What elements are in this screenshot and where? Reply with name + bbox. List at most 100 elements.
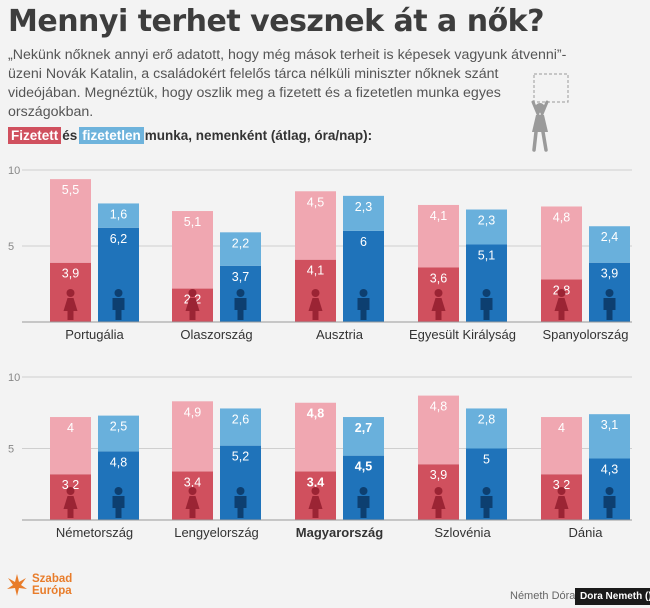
bar-men-unpaid: [466, 408, 507, 449]
data-label: 2,6: [232, 412, 249, 426]
data-label: 2,3: [355, 200, 372, 214]
man-icon: [357, 289, 370, 320]
woman-icon: [431, 487, 446, 518]
data-label: 3,9: [601, 267, 618, 281]
legend-paid: Fizetett: [8, 127, 62, 144]
bar-men-unpaid: [220, 232, 261, 266]
data-label: 3,2: [62, 478, 79, 492]
data-label: 6: [360, 235, 367, 249]
data-label: 2,5: [110, 420, 127, 434]
woman-icon: [185, 487, 200, 518]
data-label: 4,9: [184, 405, 201, 419]
category-label: Spanyolország: [543, 327, 629, 342]
y-tick-label: 10: [8, 372, 20, 384]
data-label: 4,1: [307, 264, 324, 278]
bar-women-unpaid: [295, 402, 336, 472]
bar-women-unpaid: [541, 206, 582, 280]
bar-men-unpaid: [343, 417, 384, 456]
logo-mark-icon: [7, 574, 27, 596]
bar-men-unpaid: [98, 415, 139, 452]
data-label: 4,5: [307, 195, 324, 209]
category-label: Lengyelország: [174, 525, 259, 540]
category-label: Portugália: [65, 327, 124, 342]
data-label: 5,1: [478, 248, 495, 262]
man-icon: [357, 487, 370, 518]
woman-icon: [63, 487, 78, 518]
man-icon: [112, 289, 125, 320]
bar-women-unpaid: [50, 417, 91, 475]
data-label: 2,2: [232, 236, 249, 250]
legend-rest: munka, nemenként (átlag, óra/nap):: [144, 128, 373, 143]
page-title: Mennyi terhet vesznek át a nők?: [8, 4, 545, 39]
data-label: 4,8: [430, 400, 447, 414]
category-label: Egyesült Királyság: [409, 327, 516, 342]
man-icon: [603, 487, 616, 518]
data-label: 3,9: [62, 267, 79, 281]
legend-and: és: [62, 128, 78, 143]
category-label: Magyarország: [296, 525, 383, 540]
man-icon: [480, 487, 493, 518]
woman-icon: [308, 487, 323, 518]
bar-women-unpaid: [541, 417, 582, 475]
data-label: 5,5: [62, 183, 79, 197]
data-label: 3,2: [553, 478, 570, 492]
data-label: 3,4: [307, 475, 324, 489]
bar-men-unpaid: [589, 414, 630, 459]
data-label: 3,9: [430, 468, 447, 482]
subtitle: „Nekünk nőknek annyi erő adatott, hogy m…: [8, 47, 567, 120]
category-label: Dánia: [569, 525, 604, 540]
data-label: 4: [67, 421, 74, 435]
legend-unpaid: fizetetlen: [79, 127, 144, 144]
data-label: 4,8: [553, 210, 570, 224]
bar-women-unpaid: [418, 204, 459, 268]
category-label: Szlovénia: [434, 525, 491, 540]
data-label: 3,7: [232, 270, 249, 284]
data-label: 4: [558, 421, 565, 435]
man-icon: [603, 289, 616, 320]
category-label: Olaszország: [180, 327, 252, 342]
credit: Németh Dóra: [510, 590, 576, 602]
y-tick-label: 5: [8, 241, 14, 253]
bar-men-unpaid: [220, 408, 261, 446]
data-label: 2,7: [355, 421, 372, 435]
bar-women-unpaid: [172, 401, 213, 472]
data-label: 4,8: [110, 455, 127, 469]
bar-men-unpaid: [343, 195, 384, 231]
bar-women-unpaid: [418, 395, 459, 465]
bar-men-unpaid: [98, 203, 139, 228]
data-label: 5,1: [184, 215, 201, 229]
woman-icon: [185, 289, 200, 320]
bar-women-unpaid: [50, 179, 91, 263]
legend: Fizetett és fizetetlen munka, nemenként …: [8, 127, 372, 144]
data-label: 2,8: [478, 412, 495, 426]
y-tick-label: 5: [8, 444, 14, 456]
data-label: 1,6: [110, 207, 127, 221]
data-label: 4,8: [307, 407, 324, 421]
data-label: 3,6: [430, 271, 447, 285]
category-label: Ausztria: [316, 327, 364, 342]
man-icon: [234, 487, 247, 518]
bar-women-unpaid: [295, 191, 336, 260]
bar-women-unpaid: [172, 211, 213, 289]
woman-icon: [308, 289, 323, 320]
data-label: 5,2: [232, 450, 249, 464]
man-icon: [112, 487, 125, 518]
data-label: 4,5: [355, 460, 372, 474]
data-label: 4,1: [430, 209, 447, 223]
woman-lifting-box-icon: [531, 73, 569, 152]
bar-men-unpaid: [466, 209, 507, 245]
woman-icon: [63, 289, 78, 320]
data-label: 6,2: [110, 232, 127, 246]
woman-icon: [431, 289, 446, 320]
data-label: 2,4: [601, 230, 618, 244]
bar-men-unpaid: [589, 226, 630, 263]
logo-line2: Európa: [32, 585, 72, 597]
man-icon: [234, 289, 247, 320]
data-label: 4,3: [601, 463, 618, 477]
data-label: 5: [483, 453, 490, 467]
woman-icon: [554, 289, 569, 320]
data-label: 3,4: [184, 475, 201, 489]
woman-icon: [554, 487, 569, 518]
logo: Szabad Európa: [6, 572, 72, 598]
